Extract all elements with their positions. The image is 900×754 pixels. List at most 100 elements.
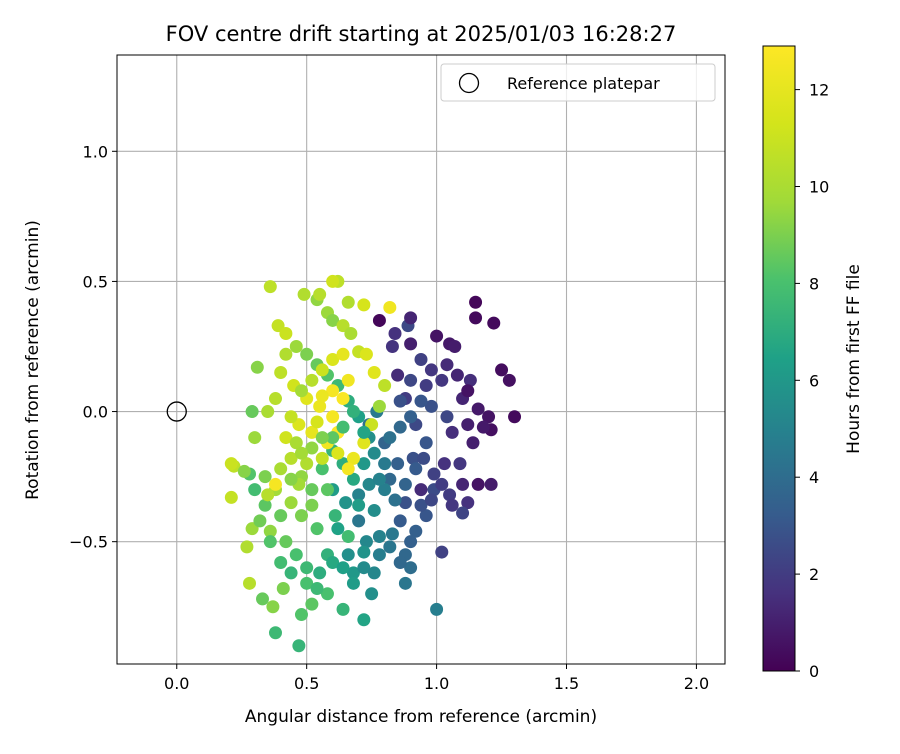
data-point: [461, 418, 475, 432]
data-point: [248, 431, 262, 445]
data-point: [258, 470, 272, 484]
data-point: [404, 561, 418, 575]
data-point: [440, 410, 454, 424]
data-point: [326, 410, 340, 424]
data-point: [289, 436, 303, 450]
data-point: [326, 431, 340, 445]
data-point: [437, 457, 451, 471]
data-point: [414, 394, 428, 408]
colorbar-tick-label: 10: [809, 178, 829, 197]
colorbar-tick-label: 12: [809, 81, 829, 100]
colorbar: [762, 45, 796, 672]
data-point: [274, 462, 288, 476]
data-point: [346, 451, 360, 465]
data-point: [326, 274, 340, 288]
data-point: [391, 368, 405, 382]
data-point: [315, 451, 329, 465]
data-point: [297, 287, 311, 301]
data-point: [357, 436, 371, 450]
x-tick-label: 2.0: [684, 674, 709, 693]
data-point: [367, 366, 381, 380]
data-point: [289, 339, 303, 353]
colorbar-tick-label: 8: [809, 274, 819, 293]
data-point: [294, 509, 308, 523]
data-point: [352, 488, 366, 502]
data-point: [341, 529, 355, 543]
data-point: [276, 582, 290, 596]
data-point: [292, 639, 306, 653]
plot-frame: [116, 54, 726, 665]
data-point: [419, 509, 433, 523]
data-point: [435, 545, 449, 559]
data-point: [365, 587, 379, 601]
data-point: [336, 420, 350, 434]
data-point: [404, 311, 418, 325]
data-point: [268, 392, 282, 406]
data-point: [471, 402, 485, 416]
data-point: [341, 462, 355, 476]
data-point: [385, 339, 399, 353]
data-point: [388, 493, 402, 507]
data-point: [331, 522, 345, 536]
x-axis-ticks: 0.0 0.5 1.0 1.5 2.0: [164, 664, 709, 693]
data-point: [263, 535, 277, 549]
data-point: [313, 399, 327, 413]
data-point: [357, 298, 371, 312]
data-point: [443, 488, 457, 502]
data-point: [424, 399, 438, 413]
data-point: [268, 626, 282, 640]
data-point: [430, 329, 444, 343]
data-point: [445, 425, 459, 439]
data-point: [294, 384, 308, 398]
data-point: [482, 410, 496, 424]
y-tick-label: 0.0: [83, 403, 108, 422]
data-point: [409, 462, 423, 476]
data-point: [310, 415, 324, 429]
y-tick-label: −0.5: [69, 533, 108, 552]
x-tick-label: 1.0: [424, 674, 449, 693]
data-point: [383, 540, 397, 554]
data-point: [253, 514, 267, 528]
legend-label-reference: Reference platepar: [507, 74, 660, 93]
data-point: [305, 597, 319, 611]
data-point: [294, 446, 308, 460]
data-point: [261, 405, 275, 419]
data-point: [305, 425, 319, 439]
colorbar-tick-label: 2: [809, 565, 819, 584]
data-point: [300, 457, 314, 471]
data-point: [367, 503, 381, 517]
data-point: [461, 384, 475, 398]
data-point: [417, 451, 431, 465]
x-tick-label: 1.5: [554, 674, 579, 693]
data-point: [484, 477, 498, 491]
data-point: [469, 311, 483, 325]
data-point: [406, 451, 420, 465]
data-point: [357, 425, 371, 439]
legend: Reference platepar: [440, 63, 716, 102]
data-point: [305, 483, 319, 497]
data-point: [393, 394, 407, 408]
data-point: [393, 556, 407, 569]
data-point: [372, 399, 386, 413]
data-point: [463, 373, 477, 387]
colorbar-label: Hours from first FF file: [844, 264, 864, 454]
data-point: [409, 524, 423, 538]
y-axis-ticks: −0.5 0.0 0.5 1.0: [69, 142, 117, 552]
data-point: [274, 556, 288, 569]
data-point: [305, 498, 319, 512]
data-point: [305, 373, 319, 387]
y-tick-label: 0.5: [83, 272, 108, 291]
data-point: [336, 561, 350, 575]
data-point: [445, 498, 459, 512]
data-point: [378, 483, 392, 497]
data-point: [284, 410, 298, 424]
data-point: [336, 347, 350, 361]
colorbar-tick-label: 4: [809, 468, 819, 487]
data-point: [320, 587, 334, 601]
data-point: [476, 420, 490, 434]
data-point: [341, 548, 355, 562]
data-points: [224, 274, 522, 653]
data-point: [326, 353, 340, 366]
data-point: [471, 477, 485, 491]
data-point: [414, 498, 428, 512]
